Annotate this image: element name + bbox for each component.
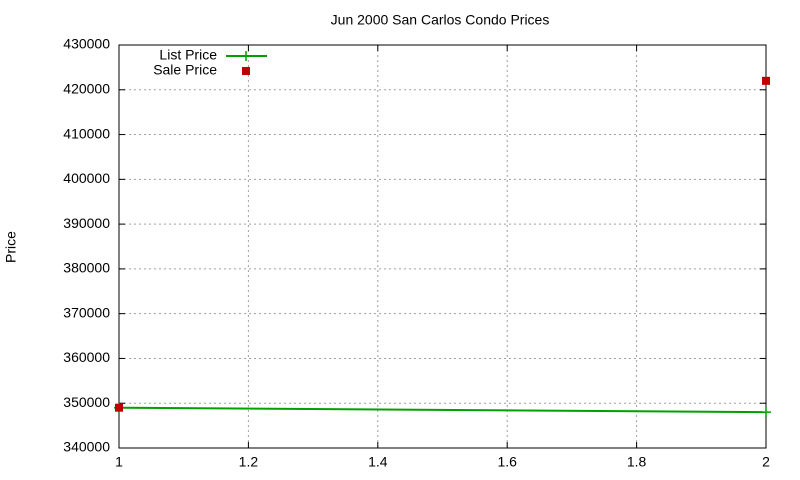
point-marker [761, 407, 771, 418]
chart-title: Jun 2000 San Carlos Condo Prices [331, 12, 550, 28]
x-tick-label: 1.8 [627, 454, 647, 470]
plot-frame [118, 44, 767, 449]
point-marker [242, 67, 250, 75]
point-marker [115, 403, 123, 412]
y-tick-label: 410000 [63, 125, 110, 141]
legend-label: Sale Price [153, 62, 217, 78]
point-marker [762, 76, 770, 85]
y-axis-label: Price [3, 231, 19, 263]
y-tick-label: 370000 [63, 304, 110, 320]
y-tick-label: 420000 [63, 80, 110, 96]
x-tick-label: 1.4 [368, 454, 388, 470]
y-tick-label: 390000 [63, 215, 110, 231]
x-tick-label: 1.2 [239, 454, 259, 470]
series-line [118, 406, 767, 414]
legend-label: List Price [159, 47, 217, 63]
y-tick-label: 360000 [63, 349, 110, 365]
x-tick-label: 2 [762, 454, 770, 470]
y-tick-label: 340000 [63, 439, 110, 455]
x-tick-label: 1.6 [497, 454, 517, 470]
y-tick-label: 350000 [63, 394, 110, 410]
x-tick-label: 1 [115, 454, 123, 470]
point-marker [241, 51, 251, 61]
y-tick-label: 380000 [63, 260, 110, 276]
y-tick-label: 430000 [63, 36, 110, 52]
y-tick-label: 400000 [63, 170, 110, 186]
